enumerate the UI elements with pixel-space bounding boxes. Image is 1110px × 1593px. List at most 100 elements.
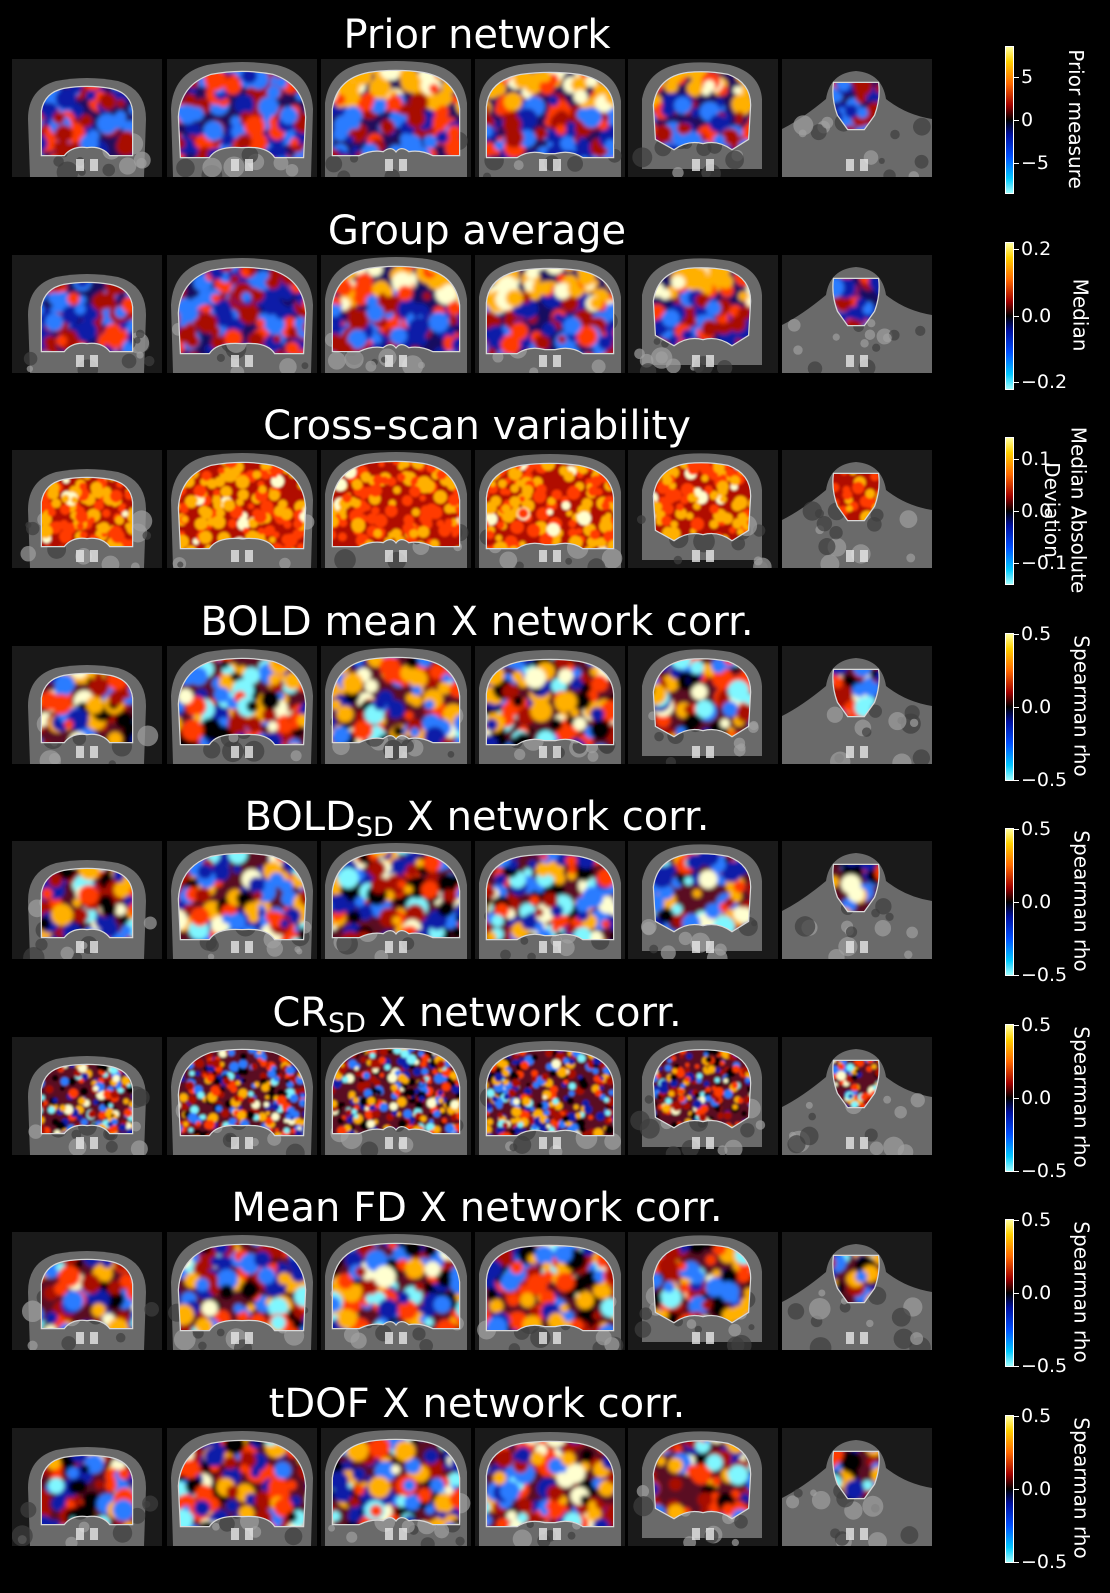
- brain-slice-image: [475, 450, 625, 568]
- colorbar-tick: [1013, 975, 1019, 976]
- colorbar-tick-label: 0.0: [1021, 1086, 1052, 1109]
- brain-slice-image: [782, 645, 932, 764]
- row-title-main: CR: [272, 989, 329, 1036]
- row-title-main: BOLD: [244, 794, 356, 840]
- colorbar-tick-label: 5: [1021, 66, 1034, 89]
- brain-slice-image: [782, 841, 932, 959]
- brain-slice-image: [628, 1036, 778, 1155]
- colorbar-tick-label: 0.0: [1021, 891, 1052, 913]
- brain-slice-image: [321, 841, 471, 959]
- row-title-main: tDOF X network corr.: [268, 1380, 686, 1427]
- colorbar-tick: [1013, 563, 1019, 565]
- row-title-main: Group average: [327, 207, 627, 254]
- row-title-subscript: SD: [328, 1007, 366, 1039]
- brain-slice-image: [167, 59, 317, 177]
- brain-slice-image: [12, 841, 162, 959]
- colorbar-tick: [1013, 77, 1019, 79]
- brain-slice: [475, 645, 625, 764]
- brain-slice-image: [628, 1427, 778, 1546]
- row-title-main: BOLD mean X network corr.: [200, 598, 754, 645]
- brain-slice: [782, 841, 932, 959]
- brain-slice-image: [321, 1232, 471, 1350]
- colorbar-tick: [1013, 162, 1019, 164]
- brain-slice-image: [12, 1232, 162, 1350]
- brain-slice: [628, 59, 778, 177]
- colorbar-tick: [1013, 1170, 1019, 1172]
- brain-slice: [167, 59, 317, 177]
- brain-slice: [475, 450, 625, 568]
- row-title: Cross-scan variability: [12, 404, 942, 448]
- colorbar-tick-label: −5: [1021, 151, 1050, 174]
- brain-slice: [321, 1427, 471, 1546]
- colorbar-tick: [1013, 706, 1019, 708]
- brain-slice-image: [12, 645, 162, 764]
- brain-slice-image: [475, 645, 625, 764]
- row-title: Prior network: [12, 13, 942, 57]
- colorbar-tick: [1013, 315, 1019, 317]
- brain-slice-image: [782, 254, 932, 373]
- colorbar-tick: [1013, 1561, 1019, 1563]
- colorbar-tick-label: 0.5: [1021, 1404, 1052, 1427]
- slice-strip: [0, 841, 950, 959]
- brain-slice-image: [475, 1232, 625, 1350]
- brain-slice-image: [167, 1232, 317, 1350]
- colorbar-label: Spearman rho: [1069, 830, 1094, 972]
- brain-slice-image: [167, 254, 317, 373]
- colorbar-tick-label: 0.0: [1021, 304, 1052, 327]
- row-title: CRSD X network corr.: [12, 989, 942, 1039]
- colorbar-tick-label: −0.1: [1021, 552, 1068, 575]
- colorbar-tick-label: 0.0: [1021, 500, 1052, 522]
- brain-slice: [782, 254, 932, 373]
- slice-strip: [0, 645, 950, 764]
- colorbar-tick-label: −0.5: [1021, 768, 1068, 791]
- colorbar-tick-label: −0.5: [1021, 964, 1068, 986]
- colorbar-label: Prior measure: [1063, 49, 1088, 189]
- colorbar-tick: [1013, 779, 1019, 781]
- colorbar-label: Median Absolute: [1065, 426, 1090, 594]
- brain-slice: [475, 1427, 625, 1546]
- row-title: Group average: [12, 209, 942, 253]
- row-title-rest: X network corr.: [365, 989, 682, 1036]
- brain-slice: [12, 254, 162, 373]
- brain-slice-image: [628, 841, 778, 959]
- brain-slice-image: [475, 254, 625, 373]
- colorbar-tick-label: 0.1: [1021, 447, 1052, 470]
- brain-slice-image: [475, 841, 625, 959]
- brain-slice-image: [475, 1427, 625, 1546]
- brain-slice: [475, 1036, 625, 1155]
- colorbar-tick: [1013, 249, 1019, 251]
- brain-slice: [321, 1232, 471, 1350]
- brain-slice: [628, 1036, 778, 1155]
- slice-strip: [0, 1036, 950, 1155]
- brain-slice-image: [167, 841, 317, 959]
- brain-slice-image: [321, 450, 471, 568]
- brain-slice-image: [321, 1427, 471, 1546]
- colorbar-tick: [1013, 120, 1019, 121]
- row-title-rest: X network corr.: [393, 794, 710, 840]
- colorbar-tick: [1013, 633, 1019, 635]
- figure-row: tDOF X network corr. 0.5 0.0 −0.5 Spearman r…: [0, 1376, 1110, 1572]
- figure-row: Prior network 5 0 −5 Prior measure: [0, 7, 1110, 202]
- colorbar-tick-label: −0.5: [1021, 1159, 1068, 1182]
- brain-slice-image: [12, 1427, 162, 1546]
- row-title: BOLD mean X network corr.: [12, 600, 942, 644]
- brain-slice-image: [628, 59, 778, 177]
- figure-row: BOLD mean X network corr. 0.5 0.0 −0.5 Spear…: [0, 594, 1110, 791]
- brain-slice-image: [782, 1427, 932, 1546]
- brain-slice: [321, 1036, 471, 1155]
- brain-slice: [321, 841, 471, 959]
- slice-strip: [0, 450, 950, 568]
- row-title: tDOF X network corr.: [12, 1382, 942, 1426]
- row-title-main: Prior network: [343, 12, 611, 58]
- colorbar-tick-label: 0.5: [1021, 818, 1052, 840]
- colorbar-tick: [1013, 1488, 1019, 1490]
- brain-slice-image: [321, 59, 471, 177]
- slice-strip: [0, 1427, 950, 1546]
- brain-slice: [782, 450, 932, 568]
- brain-slice: [628, 254, 778, 373]
- brain-slice: [12, 1036, 162, 1155]
- brain-slice: [12, 645, 162, 764]
- colorbar-label: Spearman rho: [1069, 1416, 1094, 1559]
- row-title-subscript: SD: [355, 812, 394, 843]
- brain-slice: [782, 59, 932, 177]
